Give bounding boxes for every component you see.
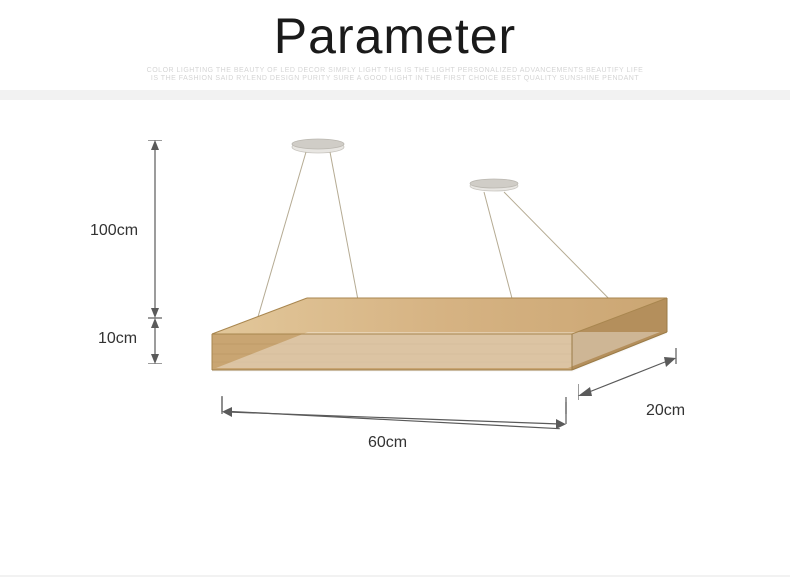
subtitle-line-2: IS THE FASHION SAID RYLEND DESIGN PURITY… [147, 75, 644, 83]
header-banner: Parameter COLOR LIGHTING THE BEAUTY OF L… [0, 0, 790, 90]
dim-arrow-width [578, 344, 688, 408]
subtitle: COLOR LIGHTING THE BEAUTY OF LED DECOR S… [147, 67, 644, 84]
dim-label-length: 60cm [368, 434, 407, 452]
diagram-stage: 100cm 10cm [0, 100, 790, 575]
page-title: Parameter [274, 7, 516, 65]
dim-label-width: 20cm [646, 402, 685, 420]
subtitle-line-1: COLOR LIGHTING THE BEAUTY OF LED DECOR S… [147, 67, 644, 75]
